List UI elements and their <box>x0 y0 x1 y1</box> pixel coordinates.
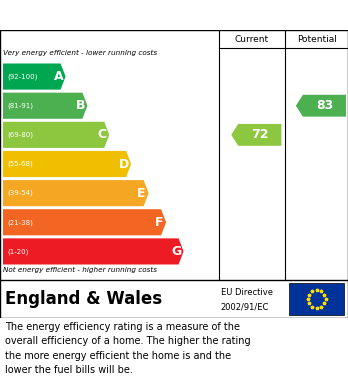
Text: The energy efficiency rating is a measure of the
overall efficiency of a home. T: The energy efficiency rating is a measur… <box>5 322 251 375</box>
Text: D: D <box>119 158 129 170</box>
Text: Current: Current <box>235 34 269 43</box>
Polygon shape <box>3 239 184 264</box>
Polygon shape <box>3 209 166 235</box>
Text: (1-20): (1-20) <box>7 248 29 255</box>
Text: Very energy efficient - lower running costs: Very energy efficient - lower running co… <box>3 50 157 56</box>
Text: Energy Efficiency Rating: Energy Efficiency Rating <box>10 7 213 23</box>
Text: (69-80): (69-80) <box>7 132 33 138</box>
Bar <box>289 283 344 315</box>
Text: (39-54): (39-54) <box>7 190 33 196</box>
Text: A: A <box>54 70 63 83</box>
Polygon shape <box>3 151 131 177</box>
Text: 83: 83 <box>316 99 333 112</box>
Text: 72: 72 <box>251 128 269 142</box>
Polygon shape <box>296 95 346 117</box>
Text: Not energy efficient - higher running costs: Not energy efficient - higher running co… <box>3 267 157 273</box>
Polygon shape <box>3 180 149 206</box>
Text: C: C <box>98 128 107 142</box>
Polygon shape <box>231 124 282 146</box>
Text: (55-68): (55-68) <box>7 161 33 167</box>
Text: 2002/91/EC: 2002/91/EC <box>221 302 269 311</box>
Text: England & Wales: England & Wales <box>5 290 162 308</box>
Text: EU Directive: EU Directive <box>221 288 272 297</box>
Text: (21-38): (21-38) <box>7 219 33 226</box>
Text: (92-100): (92-100) <box>7 74 37 80</box>
Text: F: F <box>155 216 163 229</box>
Text: (81-91): (81-91) <box>7 102 33 109</box>
Text: E: E <box>137 187 146 200</box>
Text: Potential: Potential <box>297 34 337 43</box>
Text: B: B <box>76 99 85 112</box>
Polygon shape <box>3 63 65 90</box>
Polygon shape <box>3 122 109 148</box>
Text: G: G <box>172 245 182 258</box>
Polygon shape <box>3 93 87 119</box>
